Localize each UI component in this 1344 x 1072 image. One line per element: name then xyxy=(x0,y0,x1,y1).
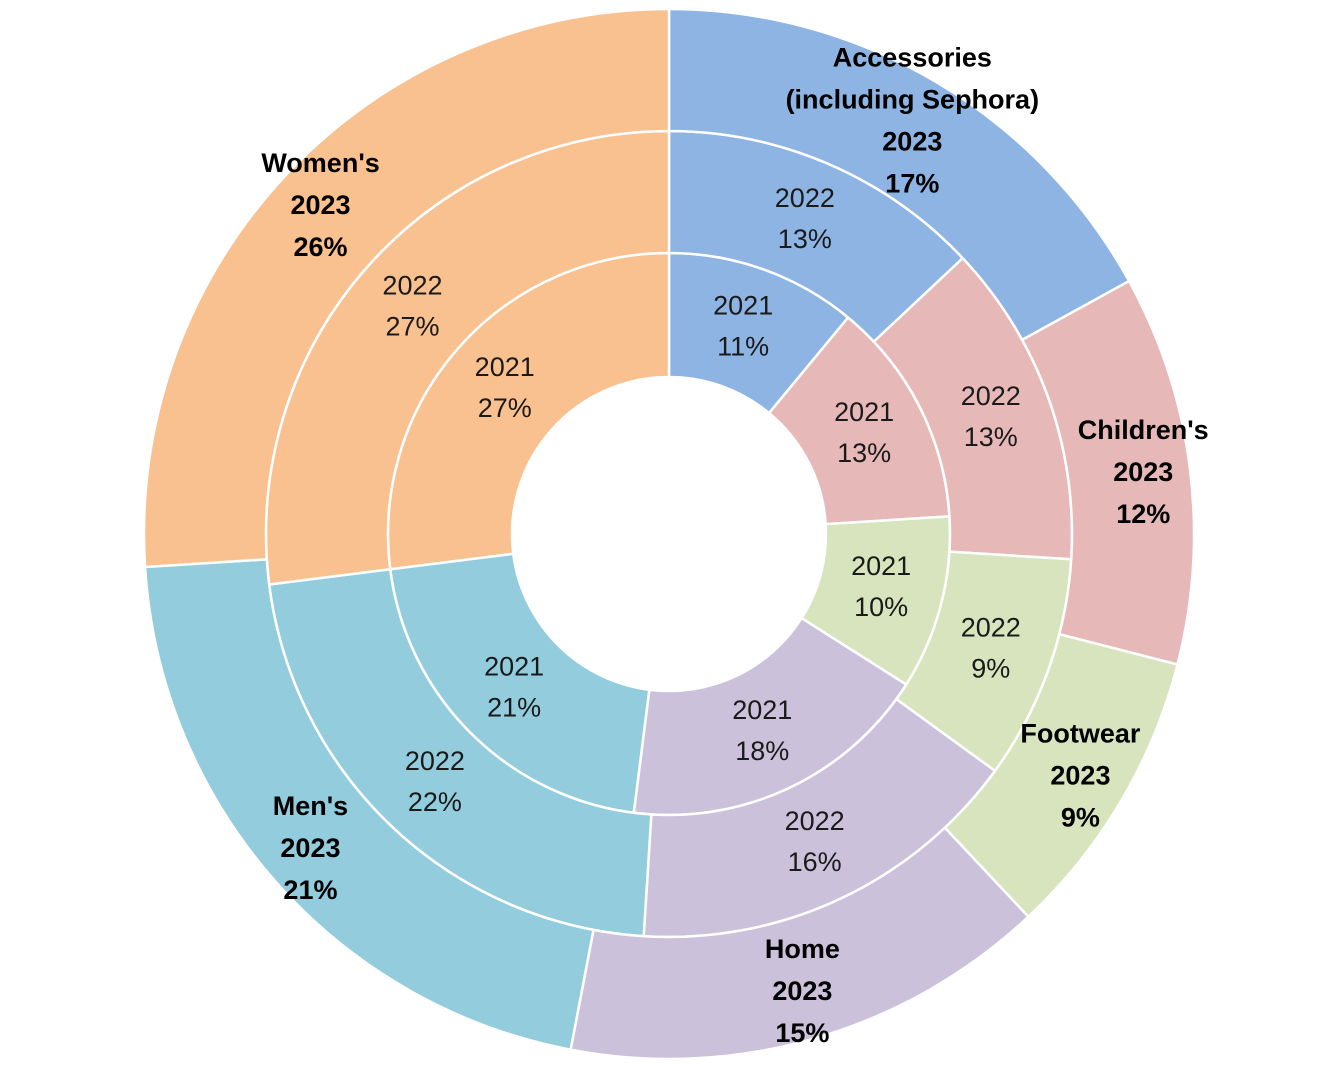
data-label-accessories-2021: 2021 11% xyxy=(713,291,773,362)
data-label-accessories-2022: 2022 13% xyxy=(775,183,835,254)
data-label-men-s-2022: 2022 22% xyxy=(405,746,465,817)
data-label-footwear-2022: 2022 9% xyxy=(961,612,1021,683)
data-label-home-2022: 2022 16% xyxy=(785,806,845,877)
data-label-children-s-2021: 2021 13% xyxy=(834,397,894,468)
data-label-home-2021: 2021 18% xyxy=(732,695,792,766)
data-label-children-s-2023: Children's 2023 12% xyxy=(1078,415,1209,529)
data-label-footwear-2023: Footwear 2023 9% xyxy=(1020,718,1141,832)
data-label-children-s-2022: 2022 13% xyxy=(961,381,1021,452)
data-label-accessories-2023: Accessories (including Sephora) 2023 17% xyxy=(786,43,1040,199)
segment-men-s-2023 xyxy=(143,557,595,1052)
data-label-women-s-2023: Women's 2023 26% xyxy=(261,148,379,262)
segment-women-s-2023 xyxy=(142,7,671,569)
data-label-home-2023: Home 2023 15% xyxy=(765,934,840,1048)
data-label-women-s-2021: 2021 27% xyxy=(475,352,535,423)
data-label-men-s-2023: Men's 2023 21% xyxy=(273,791,348,905)
data-label-footwear-2021: 2021 10% xyxy=(851,551,911,622)
data-label-women-s-2022: 2022 27% xyxy=(382,270,442,341)
data-label-men-s-2021: 2021 21% xyxy=(484,651,544,722)
